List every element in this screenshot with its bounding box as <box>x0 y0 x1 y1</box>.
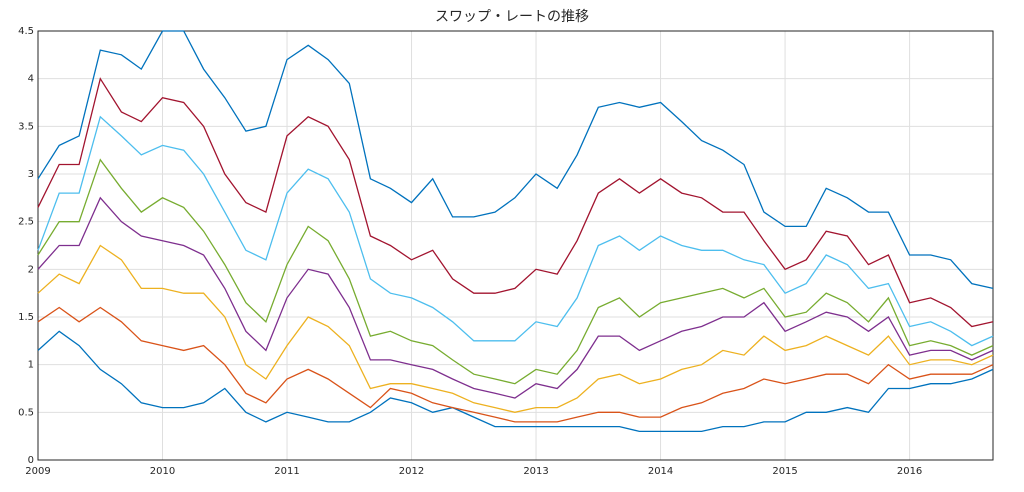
y-tick-label: 4 <box>28 74 34 85</box>
x-tick-label: 2009 <box>25 466 50 477</box>
series-line <box>37 244 994 413</box>
y-tick-label: 0 <box>28 455 34 466</box>
series-line <box>37 196 994 399</box>
series-line <box>37 306 994 423</box>
y-tick-label: 1.5 <box>18 312 34 323</box>
x-tick-label: 2013 <box>523 466 548 477</box>
y-tick-label: 2 <box>28 264 34 275</box>
series-line <box>37 30 994 290</box>
x-tick-label: 2011 <box>274 466 299 477</box>
x-tick-label: 2014 <box>648 466 673 477</box>
series-line <box>37 330 994 433</box>
series-line <box>37 158 994 385</box>
series-line <box>37 77 994 328</box>
y-tick-label: 4.5 <box>18 26 34 37</box>
chart-title: スワップ・レートの推移 <box>435 9 589 25</box>
y-tick-label: 3.5 <box>18 121 34 132</box>
y-tick-label: 0.5 <box>18 407 34 418</box>
x-tick-label: 2015 <box>772 466 797 477</box>
y-tick-label: 1 <box>28 360 34 371</box>
series-line <box>37 115 994 347</box>
x-tick-label: 2016 <box>897 466 922 477</box>
y-tick-label: 2.5 <box>18 217 34 228</box>
x-tick-label: 2012 <box>399 466 424 477</box>
y-tick-label: 3 <box>28 169 34 180</box>
x-tick-label: 2010 <box>150 466 175 477</box>
plot-frame <box>37 30 994 461</box>
